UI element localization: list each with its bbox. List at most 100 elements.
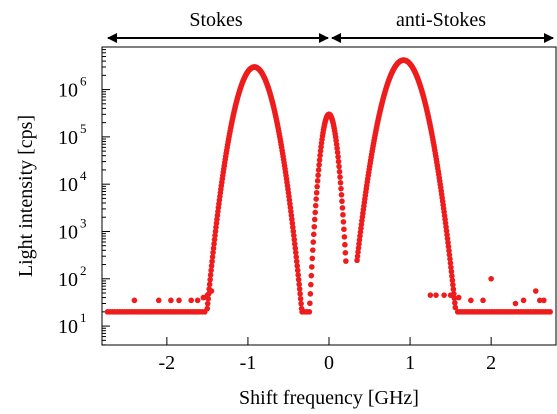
data-point xyxy=(207,276,213,283)
data-point xyxy=(290,224,296,231)
data-point xyxy=(468,297,474,304)
data-point xyxy=(210,245,217,251)
data-point xyxy=(317,148,324,154)
data-point xyxy=(211,236,218,243)
data-point xyxy=(293,254,300,260)
data-point xyxy=(433,292,439,298)
data-point xyxy=(427,292,434,298)
data-point xyxy=(541,297,547,304)
data-point xyxy=(295,272,301,278)
data-point xyxy=(337,179,344,186)
data-point xyxy=(188,297,194,304)
data-point xyxy=(297,291,303,297)
data-point xyxy=(446,251,453,258)
data-point xyxy=(451,295,458,302)
data-point xyxy=(176,297,182,304)
data-point xyxy=(316,162,322,168)
data-point xyxy=(292,245,299,251)
data-point xyxy=(449,277,456,284)
data-point xyxy=(452,300,458,306)
data-point xyxy=(536,297,543,304)
data-point xyxy=(488,275,494,282)
data-point xyxy=(310,239,317,245)
data-point xyxy=(212,232,218,239)
data-point xyxy=(207,272,214,278)
data-point xyxy=(306,309,313,315)
data-point xyxy=(341,234,348,240)
y-tick-exponent: 4 xyxy=(80,168,87,183)
y-tick-exponent: 6 xyxy=(80,74,87,89)
y-tick-label: 10 xyxy=(58,127,78,149)
data-point xyxy=(309,255,316,262)
data-point xyxy=(314,178,321,184)
data-point xyxy=(292,249,299,256)
data-point xyxy=(131,297,138,304)
data-point xyxy=(335,158,342,165)
data-point xyxy=(291,232,297,239)
data-point xyxy=(450,286,457,293)
data-point xyxy=(210,249,216,256)
data-point xyxy=(340,211,346,218)
data-point xyxy=(315,167,322,173)
data-point xyxy=(335,154,341,160)
x-axis-title: Shift frequency [GHz] xyxy=(239,387,419,409)
data-point xyxy=(297,295,304,302)
data-point xyxy=(294,267,301,274)
data-point xyxy=(294,263,301,269)
data-point xyxy=(208,263,215,269)
data-point xyxy=(311,223,318,230)
anti-stokes-label: anti-Stokes xyxy=(396,9,486,31)
data-point xyxy=(343,258,349,264)
data-point xyxy=(309,264,315,270)
data-point xyxy=(342,249,349,256)
data-point xyxy=(204,292,211,298)
data-point xyxy=(211,241,217,247)
data-point xyxy=(313,189,320,196)
data-point xyxy=(354,257,360,264)
data-point xyxy=(341,226,347,233)
data-point xyxy=(317,152,323,159)
data-point xyxy=(204,305,211,312)
data-point xyxy=(520,297,527,304)
data-point xyxy=(307,300,313,307)
data-point xyxy=(312,202,319,209)
data-point xyxy=(445,243,452,250)
y-tick-label: 10 xyxy=(58,80,78,102)
data-point xyxy=(208,288,215,294)
data-point xyxy=(212,228,219,235)
data-point xyxy=(337,174,343,180)
data-point xyxy=(298,300,304,307)
data-point xyxy=(296,286,303,292)
data-point xyxy=(334,145,340,152)
data-point xyxy=(336,163,342,170)
data-point xyxy=(441,292,447,298)
data-point xyxy=(338,185,344,192)
x-tick-label: 1 xyxy=(405,352,415,374)
data-point xyxy=(200,294,207,301)
y-tick-label: 10 xyxy=(58,174,78,196)
data-point xyxy=(342,241,348,248)
y-tick-exponent: 3 xyxy=(80,215,87,230)
data-point xyxy=(310,231,317,238)
data-point xyxy=(448,268,455,275)
data-point xyxy=(447,260,454,266)
stokes-label: Stokes xyxy=(189,9,243,31)
y-tick-exponent: 2 xyxy=(80,263,87,278)
data-point xyxy=(291,236,298,243)
data-point xyxy=(155,297,162,304)
data-point xyxy=(336,168,343,175)
y-tick-label: 10 xyxy=(58,221,78,243)
data-point xyxy=(316,157,323,163)
data-point xyxy=(293,258,300,265)
data-point xyxy=(168,297,174,304)
data-point xyxy=(314,183,320,190)
data-point xyxy=(307,291,314,297)
data-points xyxy=(104,57,553,315)
data-point xyxy=(455,294,462,301)
y-tick-label: 10 xyxy=(58,269,78,291)
data-point xyxy=(354,253,361,259)
data-point xyxy=(338,192,345,198)
x-tick-label: -1 xyxy=(240,352,257,374)
x-axis: -2 -1 0 1 2 xyxy=(159,337,496,374)
